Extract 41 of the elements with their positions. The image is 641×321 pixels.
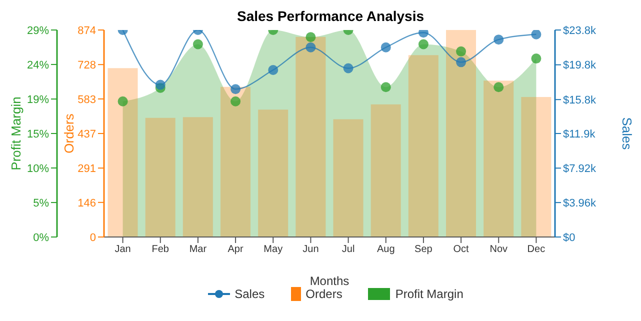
x-tick-label: Oct: [453, 244, 470, 256]
y2-tick-label: $23.8k: [563, 24, 597, 37]
x-tick-label: May: [264, 244, 283, 256]
y-tick-label: 874: [78, 24, 96, 37]
y2-tick-label: $3.96k: [563, 197, 597, 210]
y3-tick-label: 5%: [33, 197, 50, 210]
y3-tick-label: 0%: [33, 232, 50, 244]
x-tick-label: Apr: [228, 244, 244, 256]
y3-tick-label: 24%: [26, 59, 50, 72]
x-tick-label: Nov: [490, 244, 508, 256]
y-tick-label: 0: [90, 232, 96, 244]
x-tick-label: Dec: [527, 244, 546, 256]
y2-tick-label: $11.9k: [563, 128, 596, 140]
y2-tick-label: $19.8k: [563, 60, 597, 72]
x-tick-label: Jun: [302, 244, 319, 256]
y2-tick-label: $7.92k: [563, 163, 597, 176]
y3-tick-label: 15%: [26, 128, 50, 140]
y-tick-label: 146: [78, 197, 96, 210]
y2-tick-label: $15.8k: [563, 94, 597, 106]
y3-tick-label: 10%: [26, 162, 50, 175]
x-tick-label: Aug: [376, 244, 395, 256]
y3-axis-title: Profit Margin: [8, 96, 24, 170]
y-axis-title: Orders: [62, 113, 77, 154]
legend-label: Sales: [234, 287, 265, 301]
y3-tick-label: 19%: [26, 94, 50, 106]
legend-label: Orders: [304, 287, 342, 301]
legend-label: Profit Margin: [394, 287, 464, 301]
y-tick-label: 291: [78, 162, 96, 175]
x-tick-label: Jul: [342, 244, 355, 256]
y-tick-label: 728: [78, 59, 96, 72]
y-tick-label: 583: [78, 94, 96, 106]
y2-axis-title: Sales: [619, 117, 634, 150]
y-tick-label: 437: [78, 128, 96, 140]
x-axis-title: Months: [310, 274, 350, 288]
y3-tick-label: 29%: [26, 24, 50, 37]
chart-title: Sales Performance Analysis: [236, 8, 426, 24]
x-tick-label: Feb: [152, 244, 170, 256]
x-tick-label: Mar: [189, 244, 208, 256]
y2-tick-label: $0: [563, 232, 576, 244]
x-tick-label: Sep: [414, 244, 433, 256]
x-tick-label: Jan: [114, 244, 131, 256]
